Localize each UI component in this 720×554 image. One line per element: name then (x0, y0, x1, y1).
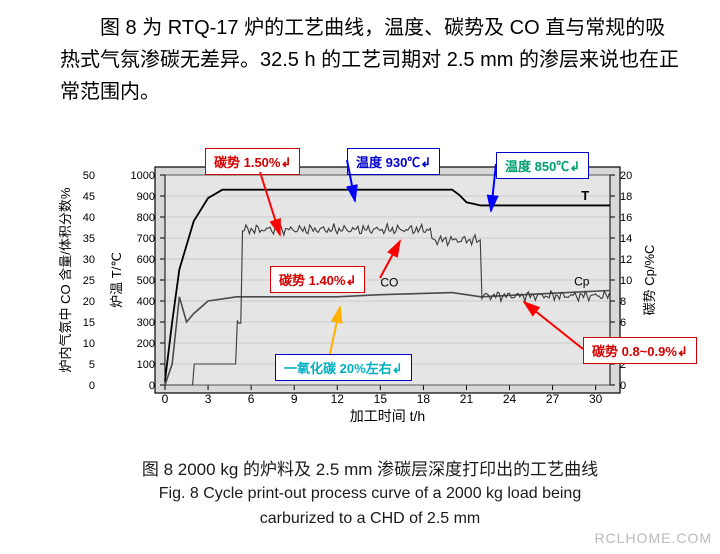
svg-text:碳势 Cp/%C: 碳势 Cp/%C (642, 245, 657, 316)
ann-temp-930: 温度 930℃↲ (347, 148, 440, 175)
svg-text:21: 21 (460, 392, 474, 406)
ann-cp-140: 碳势 1.40%↲ (270, 266, 365, 293)
svg-text:800: 800 (137, 212, 155, 224)
svg-text:24: 24 (503, 392, 517, 406)
svg-text:18: 18 (620, 191, 632, 203)
ann-temp-850: 温度 850℃↲ (496, 152, 589, 179)
svg-text:27: 27 (546, 392, 560, 406)
svg-text:CO: CO (380, 275, 398, 289)
svg-text:0: 0 (149, 380, 155, 392)
svg-text:12: 12 (331, 392, 345, 406)
svg-text:T: T (581, 188, 589, 203)
svg-text:10: 10 (83, 338, 95, 350)
svg-text:500: 500 (137, 275, 155, 287)
svg-text:5: 5 (89, 359, 95, 371)
svg-text:0: 0 (620, 380, 626, 392)
svg-text:20: 20 (83, 296, 95, 308)
svg-text:600: 600 (137, 254, 155, 266)
figure-caption-en-2: carburized to a CHD of 2.5 mm (60, 510, 680, 528)
svg-text:15: 15 (374, 392, 388, 406)
svg-text:炉内气氛中 CO 含量/体积分数%: 炉内气氛中 CO 含量/体积分数% (58, 187, 73, 372)
svg-text:30: 30 (83, 254, 95, 266)
svg-text:炉温 T/℃: 炉温 T/℃ (109, 252, 124, 308)
svg-text:400: 400 (137, 296, 155, 308)
figure-caption-en-1: Fig. 8 Cycle print-out process curve of … (60, 485, 680, 503)
figure-caption-cn: 图 8 2000 kg 的炉料及 2.5 mm 渗碳层深度打印出的工艺曲线 (60, 455, 680, 480)
svg-text:35: 35 (83, 233, 95, 245)
svg-text:100: 100 (137, 359, 155, 371)
svg-text:14: 14 (620, 233, 632, 245)
svg-text:200: 200 (137, 338, 155, 350)
svg-text:16: 16 (620, 212, 632, 224)
body-paragraph: 图 8 为 RTQ-17 炉的工艺曲线，温度、碳势及 CO 直与常规的吸热式气氛… (60, 12, 680, 108)
svg-text:18: 18 (417, 392, 431, 406)
ann-cp-150: 碳势 1.50%↲ (205, 148, 300, 175)
svg-text:45: 45 (83, 191, 95, 203)
svg-text:40: 40 (83, 212, 95, 224)
ann-co-20: 一氧化碳 20%左右↲ (275, 354, 412, 381)
process-curve-chart: 0 3 6 9 12 15 18 21 24 27 30 加工时间 t/h 0 5 10 15 20 25 30 35… (30, 145, 710, 435)
watermark: RCLHOME.COM (594, 530, 712, 546)
svg-text:Cp: Cp (574, 274, 590, 288)
svg-text:0: 0 (89, 380, 95, 392)
svg-text:25: 25 (83, 275, 95, 287)
svg-text:8: 8 (620, 296, 626, 308)
svg-text:900: 900 (137, 191, 155, 203)
svg-text:10: 10 (620, 275, 632, 287)
svg-text:30: 30 (589, 392, 603, 406)
svg-text:3: 3 (205, 392, 212, 406)
ann-cp-0809: 碳势 0.8~0.9%↲ (583, 337, 697, 364)
svg-text:6: 6 (248, 392, 255, 406)
svg-text:15: 15 (83, 317, 95, 329)
svg-text:6: 6 (620, 317, 626, 329)
svg-text:加工时间 t/h: 加工时间 t/h (350, 408, 425, 424)
svg-text:700: 700 (137, 233, 155, 245)
svg-text:0: 0 (162, 392, 169, 406)
svg-text:9: 9 (291, 392, 298, 406)
svg-text:1000: 1000 (131, 170, 155, 182)
svg-text:12: 12 (620, 254, 632, 266)
svg-text:50: 50 (83, 170, 95, 182)
svg-text:300: 300 (137, 317, 155, 329)
svg-text:20: 20 (620, 170, 632, 182)
